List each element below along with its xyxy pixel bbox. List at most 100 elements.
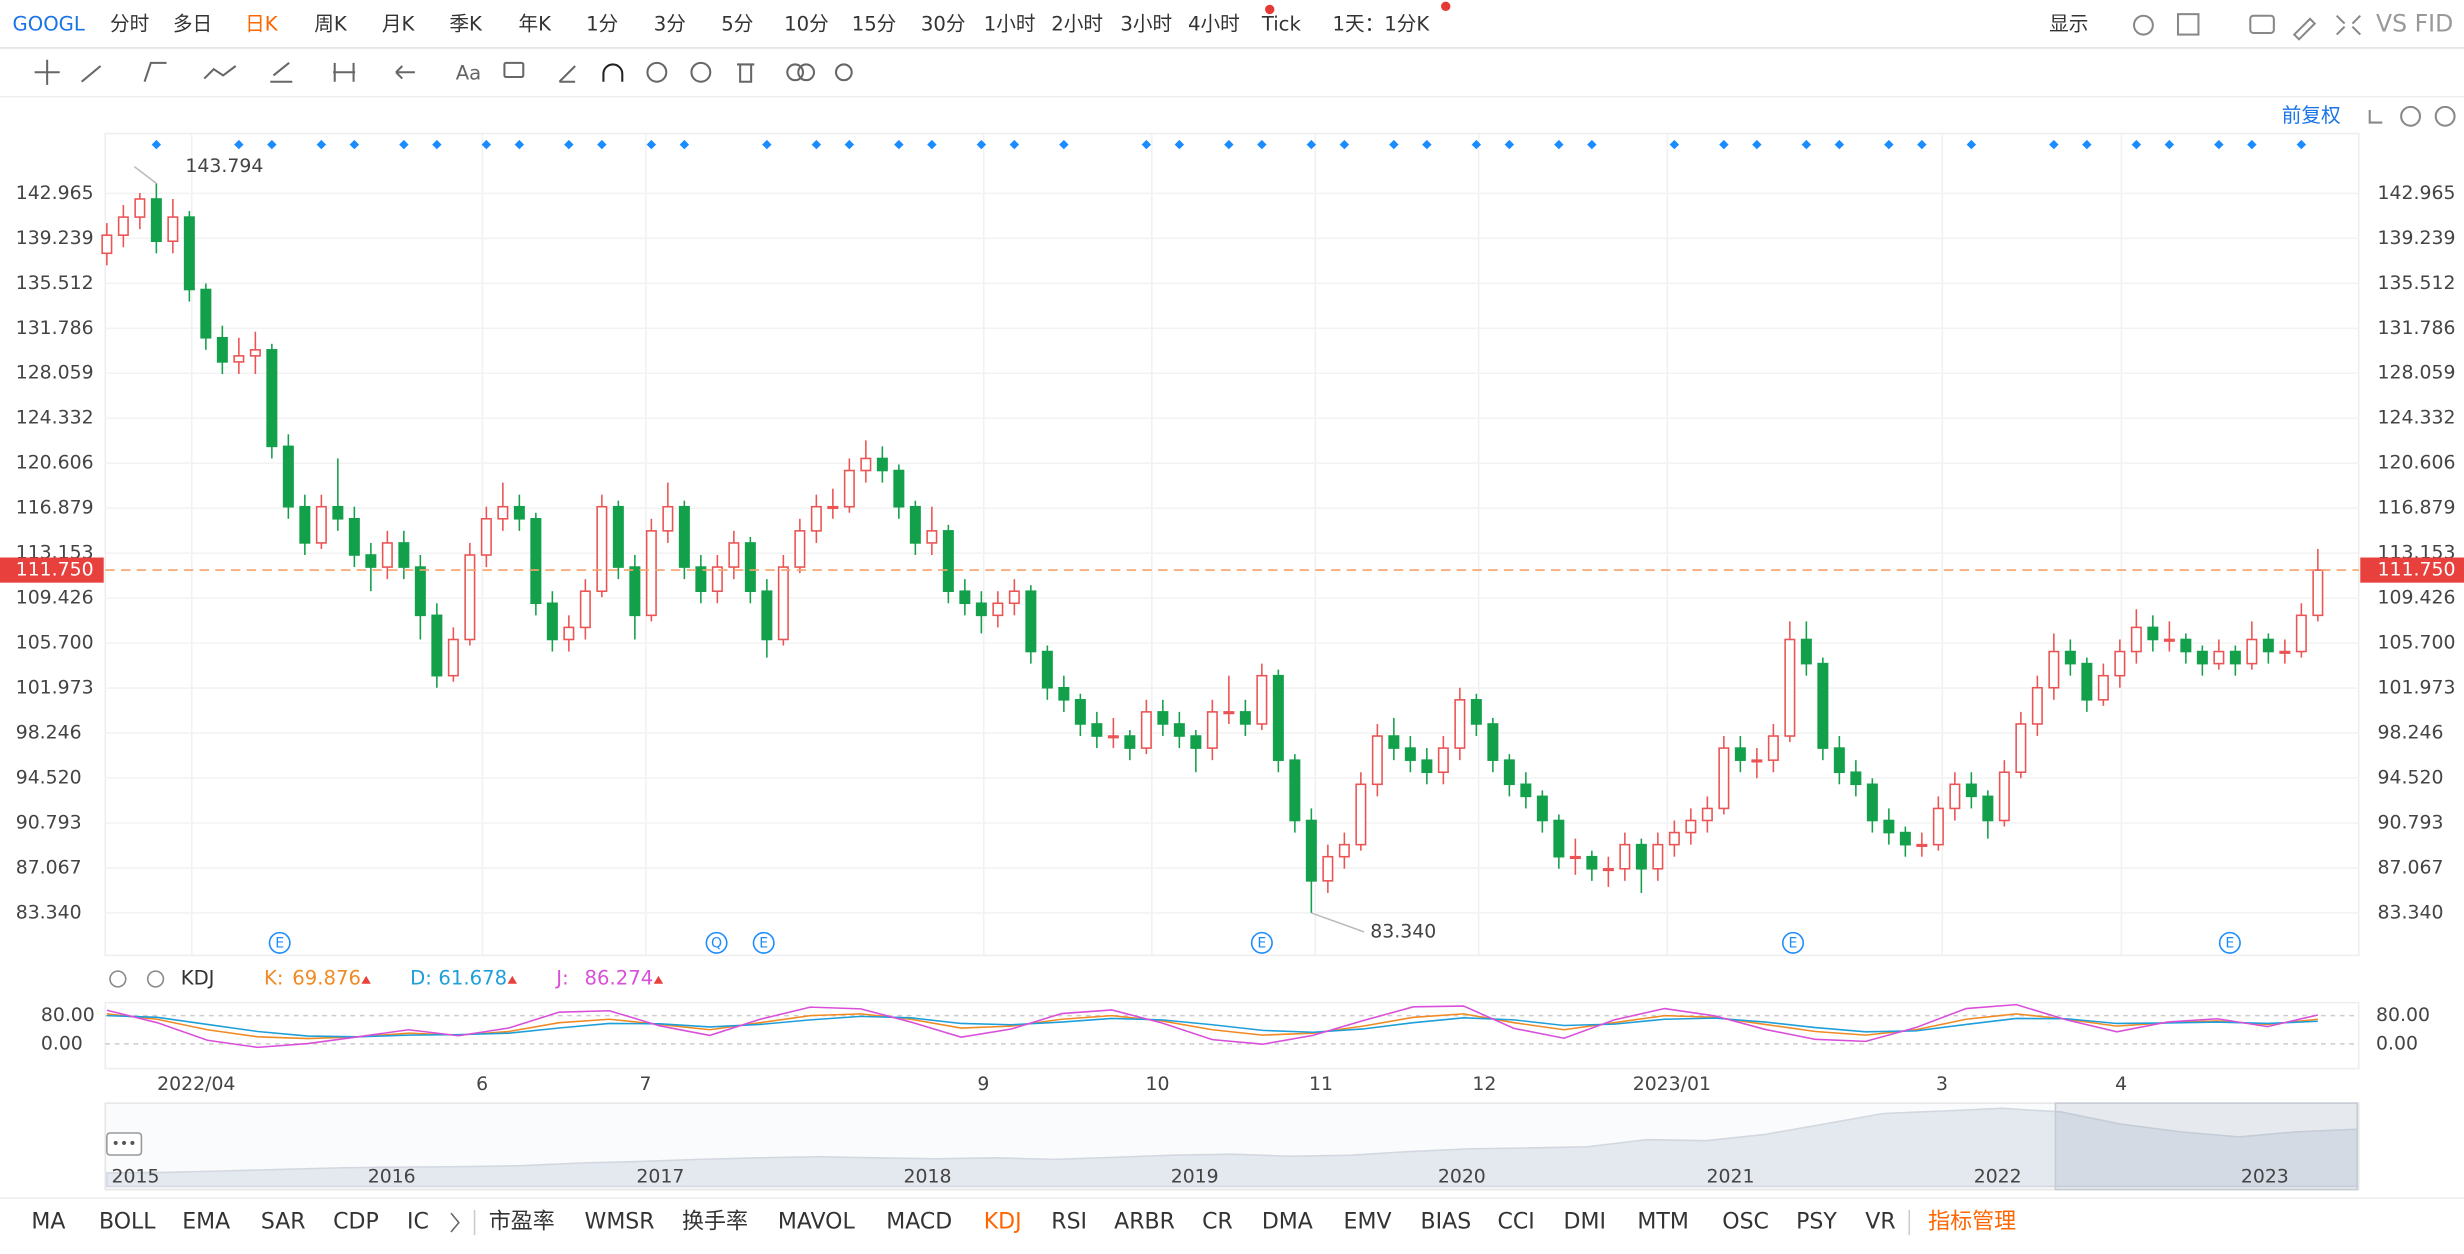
- event-diamond[interactable]: [349, 139, 360, 150]
- zoom-in-icon[interactable]: [2434, 105, 2456, 127]
- event-badge[interactable]: [1250, 931, 1273, 954]
- indicator-tab[interactable]: 市盈率: [489, 1210, 555, 1235]
- event-diamond[interactable]: [1009, 139, 1020, 150]
- indicator-tab[interactable]: SAR: [261, 1210, 306, 1235]
- event-badge[interactable]: [705, 931, 728, 954]
- period-tab[interactable]: 15分: [852, 13, 897, 36]
- pitchfork-tool[interactable]: [143, 61, 167, 83]
- compare-button[interactable]: VS FID: [2376, 10, 2453, 38]
- event-diamond[interactable]: [1884, 139, 1894, 150]
- indicator-tab[interactable]: CDP: [333, 1210, 379, 1235]
- event-diamond[interactable]: [1059, 139, 1069, 150]
- indicator-tab[interactable]: MACD: [886, 1210, 952, 1235]
- display-menu[interactable]: 显示: [2049, 13, 2088, 36]
- event-diamond[interactable]: [234, 139, 244, 150]
- event-diamond[interactable]: [2247, 139, 2257, 150]
- period-tab[interactable]: 2小时: [1051, 13, 1103, 36]
- undo-icon[interactable]: [2368, 110, 2383, 124]
- event-diamond[interactable]: [1752, 139, 1762, 150]
- period-tab[interactable]: Tick: [1261, 13, 1302, 36]
- indicator-tab[interactable]: MA: [31, 1210, 65, 1235]
- event-diamond[interactable]: [894, 139, 904, 150]
- indicator-tab[interactable]: WMSR: [585, 1210, 655, 1235]
- move-tool[interactable]: [34, 59, 60, 85]
- compare-tool-b[interactable]: [797, 63, 816, 82]
- event-diamond[interactable]: [976, 139, 987, 150]
- event-diamond[interactable]: [1422, 139, 1432, 150]
- indicator-tab[interactable]: EMA: [182, 1210, 230, 1235]
- indicator-manage[interactable]: 指标管理: [1928, 1210, 2016, 1235]
- event-diamond[interactable]: [1306, 139, 1317, 150]
- indicator-close[interactable]: [146, 970, 165, 988]
- event-diamond[interactable]: [1224, 139, 1234, 150]
- event-diamond[interactable]: [399, 139, 409, 150]
- event-diamond[interactable]: [1339, 139, 1350, 150]
- angle-tool[interactable]: [558, 65, 576, 83]
- event-diamond[interactable]: [1174, 139, 1185, 150]
- period-tab[interactable]: 1小时: [984, 13, 1036, 36]
- event-diamond[interactable]: [811, 139, 822, 150]
- period-tab[interactable]: 年K: [519, 13, 553, 36]
- period-tab[interactable]: 月K: [382, 13, 416, 36]
- indicator-tab[interactable]: DMA: [1262, 1210, 1313, 1235]
- event-diamond[interactable]: [151, 139, 162, 150]
- event-diamond[interactable]: [1504, 139, 1515, 150]
- event-diamond[interactable]: [1554, 139, 1564, 150]
- indicator-settings[interactable]: [109, 970, 127, 988]
- compare-tool[interactable]: [786, 63, 805, 82]
- period-tab[interactable]: 10分: [784, 13, 829, 36]
- measure-tool[interactable]: [333, 62, 356, 82]
- period-tab[interactable]: 3分: [654, 13, 686, 36]
- hide-tool[interactable]: [690, 61, 712, 83]
- line-tool[interactable]: [81, 65, 102, 83]
- event-badge[interactable]: [752, 931, 775, 954]
- indicator-tab[interactable]: BIAS: [1421, 1210, 1472, 1235]
- fullscreen-icon[interactable]: [2335, 14, 2362, 36]
- settings-icon[interactable]: [2132, 14, 2154, 36]
- event-diamond[interactable]: [1141, 139, 1152, 150]
- event-diamond[interactable]: [1966, 139, 1977, 150]
- symbol[interactable]: GOOGL: [13, 13, 85, 36]
- event-diamond[interactable]: [316, 139, 327, 150]
- event-badge[interactable]: [2218, 931, 2241, 954]
- indicator-tab[interactable]: VR: [1865, 1210, 1895, 1235]
- period-tab[interactable]: 日K: [245, 13, 279, 36]
- period-tab[interactable]: 30分: [921, 13, 966, 36]
- event-diamond[interactable]: [844, 139, 855, 150]
- text-tool[interactable]: Aa: [456, 61, 481, 84]
- event-diamond[interactable]: [1719, 139, 1729, 150]
- period-tab[interactable]: 周K: [314, 13, 348, 36]
- indicator-tab[interactable]: OSC: [1722, 1210, 1769, 1235]
- event-diamond[interactable]: [679, 139, 690, 150]
- indicator-tab[interactable]: CCI: [1498, 1210, 1535, 1235]
- indicator-tab[interactable]: 换手率: [682, 1210, 748, 1235]
- period-tab[interactable]: 分时: [110, 13, 149, 36]
- period-tab[interactable]: 5分: [721, 13, 753, 36]
- delete-tool[interactable]: [737, 63, 755, 83]
- lock-tool[interactable]: [646, 61, 668, 83]
- event-diamond[interactable]: [2214, 139, 2224, 150]
- period-tab[interactable]: 季K: [449, 13, 483, 36]
- wave-tool[interactable]: [203, 65, 237, 80]
- indicator-tab[interactable]: BOLL: [99, 1210, 156, 1235]
- checkbox-icon[interactable]: [2176, 13, 2200, 36]
- event-diamond[interactable]: [762, 139, 772, 150]
- event-diamond[interactable]: [597, 139, 607, 150]
- event-diamond[interactable]: [2296, 139, 2307, 150]
- indicator-tab[interactable]: KDJ: [984, 1210, 1022, 1235]
- range-select[interactable]: 1天：1分K: [1333, 13, 1431, 36]
- fib-tool[interactable]: [270, 62, 293, 83]
- event-diamond[interactable]: [1917, 139, 1927, 150]
- event-badge[interactable]: [1782, 931, 1804, 954]
- period-tab[interactable]: 多日: [173, 13, 212, 36]
- indicator-tab[interactable]: RSI: [1051, 1210, 1087, 1235]
- event-diamond[interactable]: [1587, 139, 1597, 150]
- event-diamond[interactable]: [1257, 139, 1267, 150]
- indicator-tab[interactable]: EMV: [1344, 1210, 1392, 1235]
- period-tab[interactable]: 1分: [586, 13, 618, 36]
- indicator-tab[interactable]: MTM: [1637, 1210, 1688, 1235]
- navigator-menu[interactable]: [106, 1132, 143, 1156]
- event-diamond[interactable]: [1389, 139, 1399, 150]
- event-diamond[interactable]: [564, 139, 574, 150]
- period-tab[interactable]: 4小时: [1188, 13, 1240, 36]
